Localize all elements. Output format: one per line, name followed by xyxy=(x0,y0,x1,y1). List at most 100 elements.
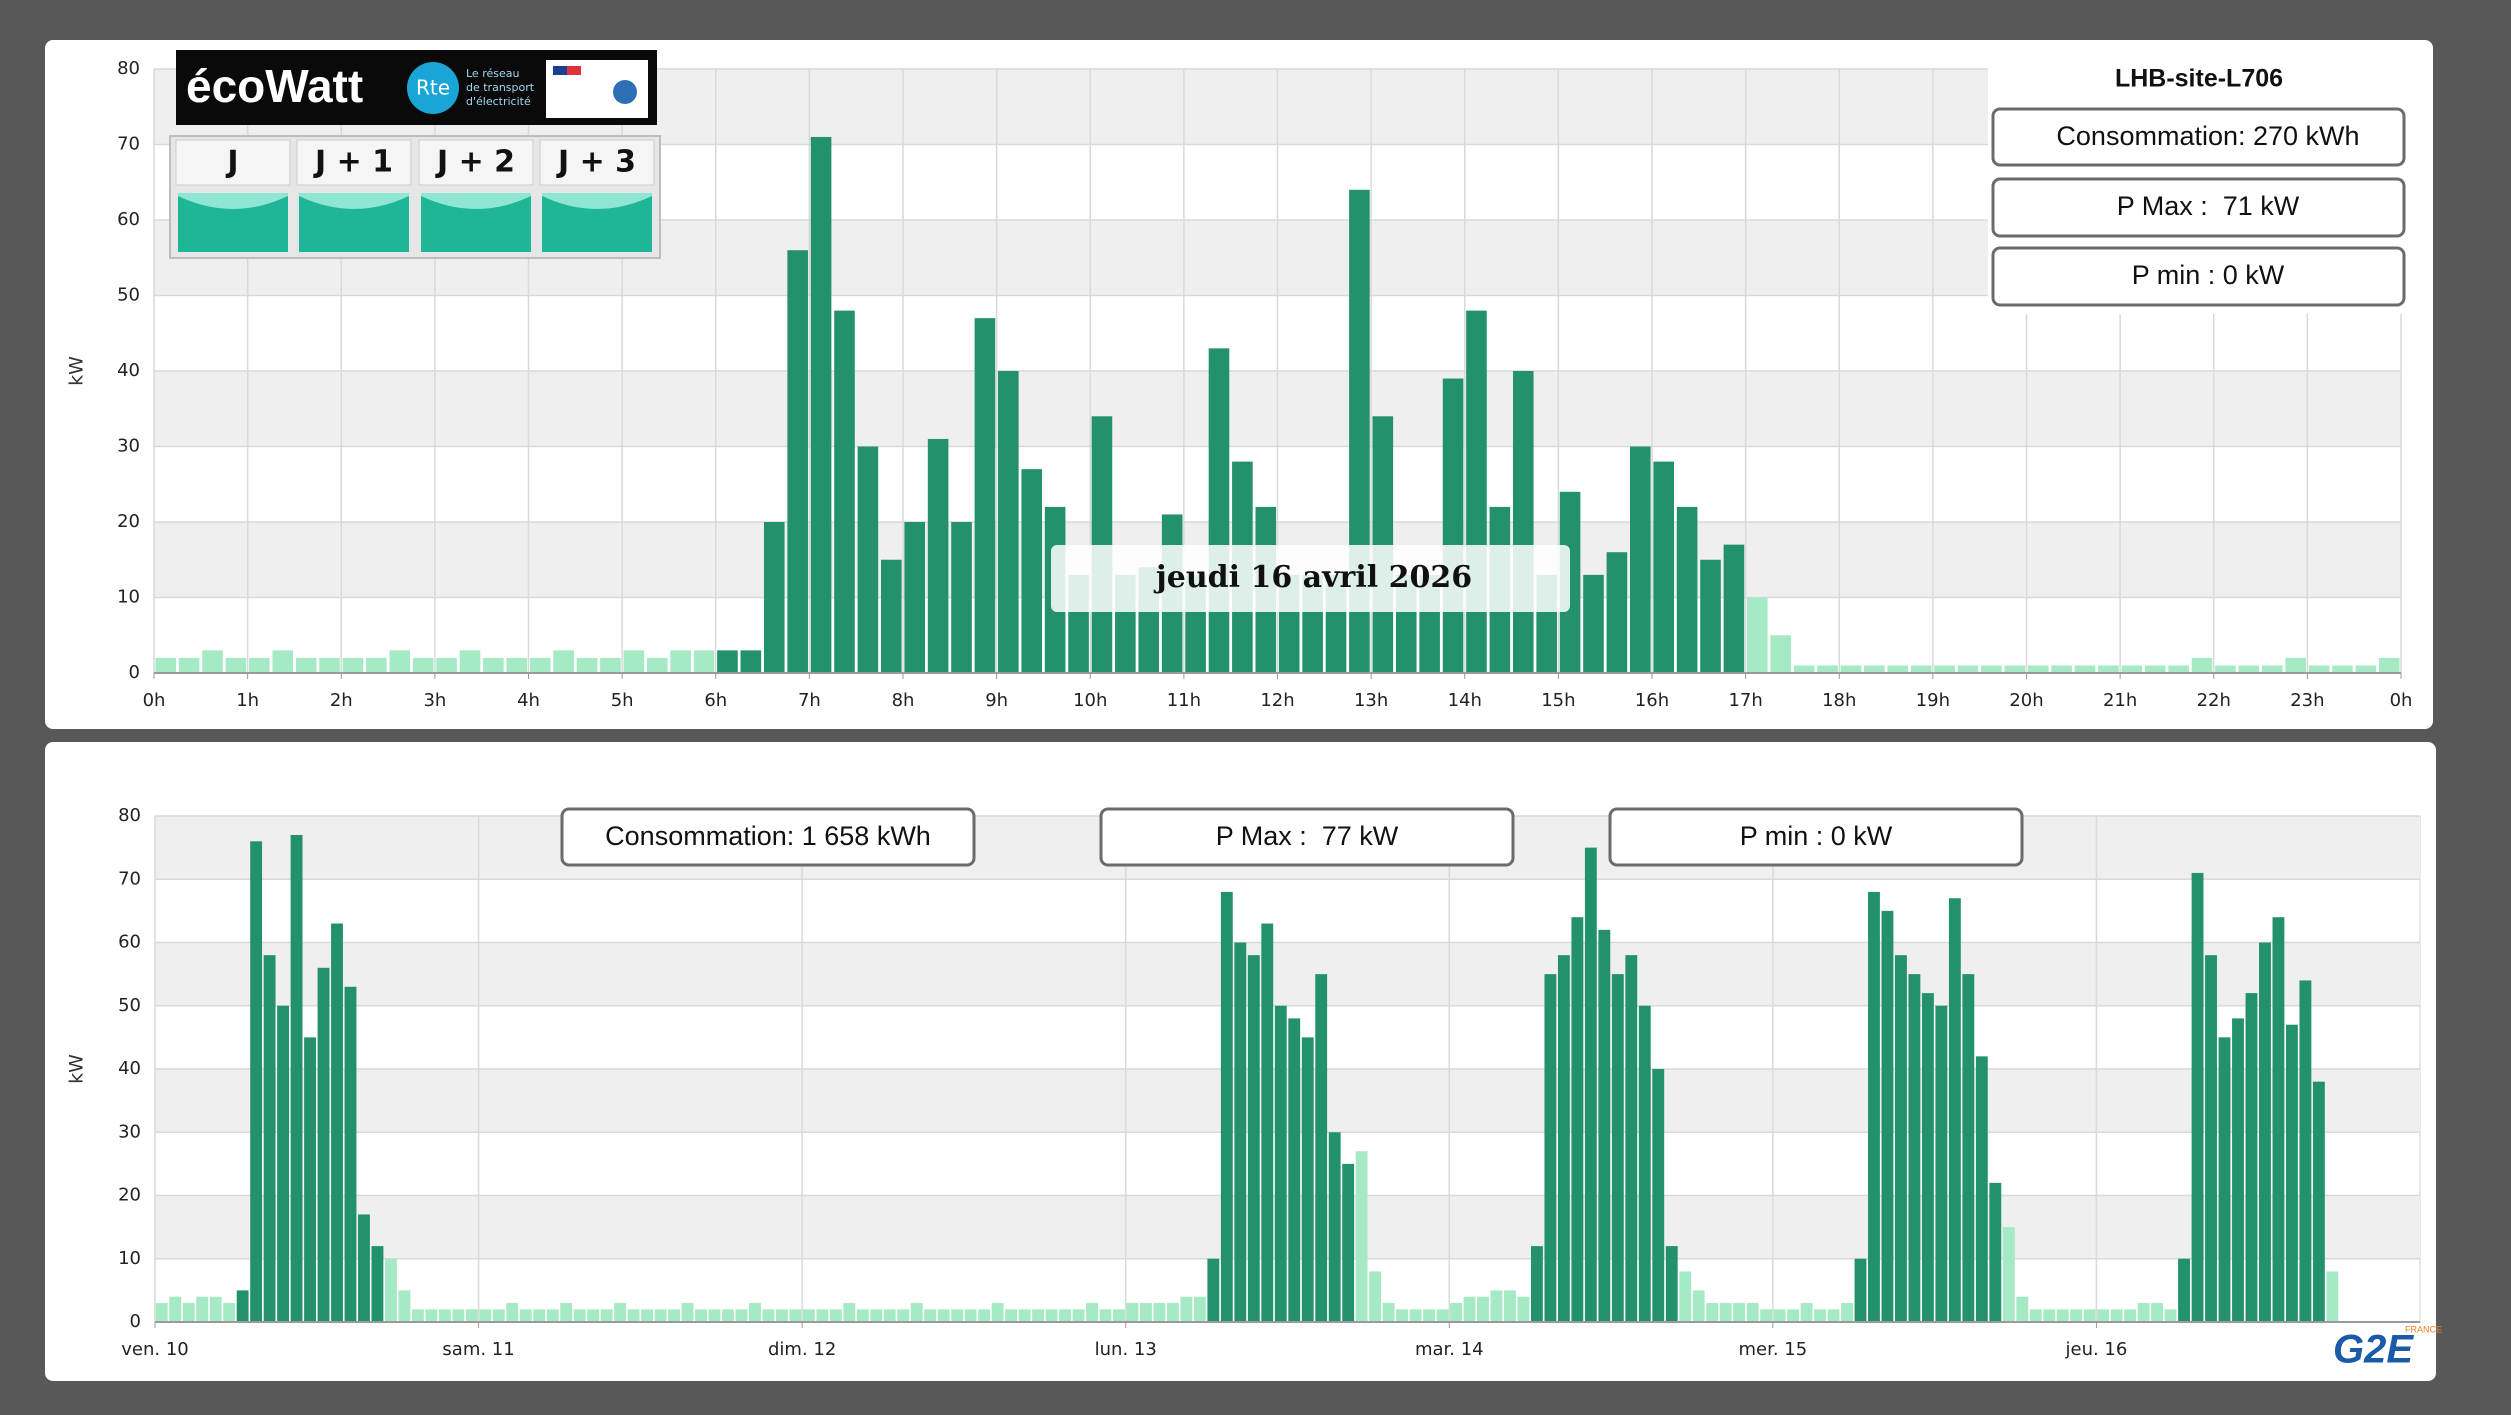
y-tick-label: 10 xyxy=(117,587,140,608)
bar xyxy=(398,1290,411,1322)
x-tick-label: 9h xyxy=(985,690,1008,711)
stat-text: P min : 0 kW xyxy=(2132,260,2285,290)
stat-text: P Max : 77 kW xyxy=(1216,821,1399,851)
bar xyxy=(1247,955,1260,1322)
y-tick-label: 40 xyxy=(117,360,140,381)
bar xyxy=(2124,1309,2137,1322)
bar xyxy=(1396,1309,1409,1322)
bar xyxy=(155,1303,168,1322)
bar xyxy=(483,657,504,673)
bar xyxy=(389,650,411,673)
bar xyxy=(459,650,481,673)
bar xyxy=(506,657,528,673)
bar xyxy=(1504,1290,1516,1322)
grid-band xyxy=(155,1069,2420,1133)
bar xyxy=(1625,955,1638,1322)
bar xyxy=(1005,1309,1018,1322)
bar xyxy=(2016,1296,2029,1322)
bar xyxy=(1463,1296,1476,1322)
bar xyxy=(385,1258,397,1322)
bar xyxy=(533,1309,546,1322)
bar xyxy=(344,986,357,1322)
x-tick-label: 4h xyxy=(517,690,540,711)
bar xyxy=(1140,1303,1152,1322)
bar xyxy=(1773,1309,1786,1322)
bar xyxy=(749,1303,761,1322)
bar xyxy=(1887,665,1909,673)
bar xyxy=(452,1309,465,1322)
x-tick-label: 1h xyxy=(236,690,259,711)
bar xyxy=(2245,993,2258,1322)
bar xyxy=(1817,665,1838,673)
bar xyxy=(600,657,621,673)
bar xyxy=(1629,446,1651,673)
x-tick-label: 18h xyxy=(1822,690,1856,711)
bar xyxy=(1908,974,1921,1322)
bar xyxy=(1436,1309,1449,1322)
rte-text: Rte xyxy=(416,76,450,100)
bar xyxy=(2272,917,2285,1322)
bar xyxy=(1166,1303,1179,1322)
bar xyxy=(2232,1018,2244,1322)
bar xyxy=(202,650,223,673)
x-tick-label: lun. 13 xyxy=(1095,1339,1157,1360)
bar xyxy=(2168,665,2189,673)
bar xyxy=(1700,559,1721,673)
bar xyxy=(1962,974,1975,1322)
bar xyxy=(641,1309,654,1322)
tile-header xyxy=(296,139,412,186)
bar xyxy=(2259,942,2271,1322)
bar xyxy=(1477,1296,1489,1322)
bar xyxy=(717,650,738,673)
stat-box xyxy=(1991,177,2406,238)
x-tick-label: 0h xyxy=(2390,690,2413,711)
bar xyxy=(614,1303,627,1322)
bar xyxy=(196,1296,209,1322)
bar xyxy=(331,923,343,1322)
x-tick-label: 14h xyxy=(1448,690,1482,711)
bar xyxy=(1814,1309,1826,1322)
bar xyxy=(787,250,808,673)
bar xyxy=(2191,657,2213,673)
bar xyxy=(870,1309,883,1322)
day-label: J + 2 xyxy=(435,145,515,180)
bar xyxy=(1793,665,1815,673)
bar xyxy=(2137,1303,2150,1322)
bar xyxy=(1981,665,2002,673)
stat-box xyxy=(1099,807,1515,867)
bar xyxy=(1652,1069,1665,1322)
y-tick-label: 0 xyxy=(130,1311,141,1332)
bar xyxy=(856,1309,869,1322)
bar xyxy=(623,650,645,673)
bar xyxy=(2355,665,2377,673)
bar xyxy=(1126,1303,1139,1322)
bar xyxy=(1072,1309,1085,1322)
bar xyxy=(342,657,364,673)
bar xyxy=(991,1303,1004,1322)
bar xyxy=(951,522,972,673)
bar xyxy=(1544,974,1557,1322)
bar xyxy=(546,1309,559,1322)
site-name: LHB-site-L706 xyxy=(2115,65,2283,93)
tile-header xyxy=(418,139,534,186)
bar xyxy=(843,1303,856,1322)
bar xyxy=(2151,1303,2164,1322)
tile-header xyxy=(539,139,655,186)
stat-box xyxy=(1991,246,2406,307)
y-tick-label: 50 xyxy=(118,995,141,1016)
tile-header xyxy=(175,139,291,186)
x-tick-label: 0h xyxy=(143,690,166,711)
tile-wave xyxy=(421,193,531,209)
bar xyxy=(1676,506,1698,673)
bar xyxy=(2056,1309,2069,1322)
tile-wave xyxy=(542,193,652,209)
tile-wave xyxy=(178,193,288,209)
bar xyxy=(250,841,263,1322)
ademe-icon xyxy=(613,80,637,104)
bar xyxy=(411,1309,424,1322)
x-tick-label: 5h xyxy=(611,690,634,711)
stat-box xyxy=(560,807,976,867)
bar xyxy=(1423,1309,1435,1322)
bar xyxy=(740,650,762,673)
